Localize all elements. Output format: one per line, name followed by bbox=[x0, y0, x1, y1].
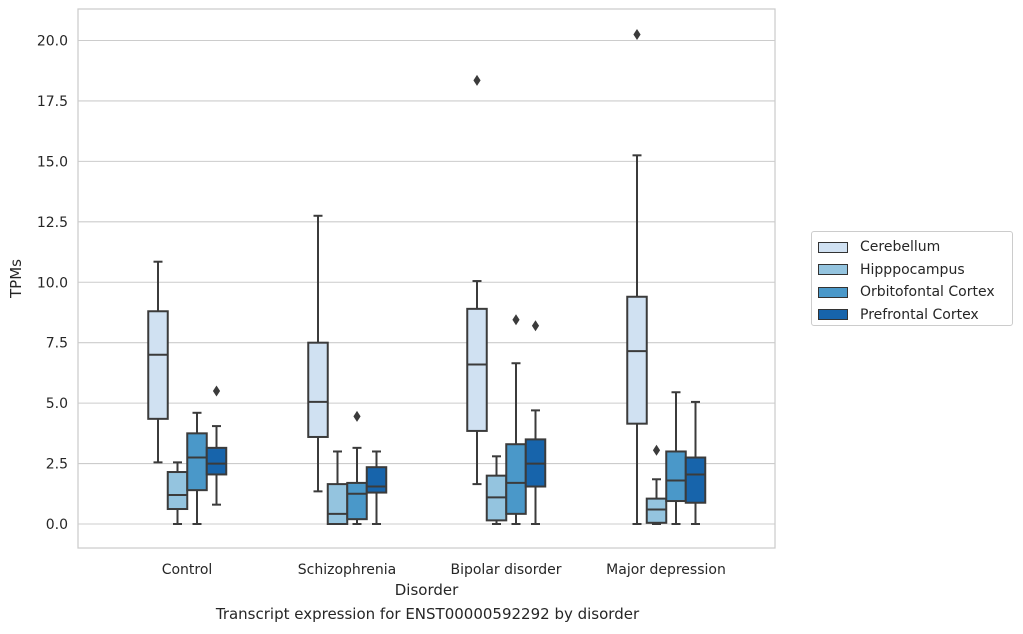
box bbox=[684, 400, 707, 525]
outlier-point bbox=[652, 444, 661, 456]
box bbox=[645, 444, 668, 525]
x-tick-label: Bipolar disorder bbox=[450, 562, 561, 578]
legend-swatch bbox=[818, 264, 848, 276]
outlier-point bbox=[353, 410, 361, 422]
x-tick-label: Major depression bbox=[606, 562, 726, 578]
box-body bbox=[365, 466, 388, 494]
box-body bbox=[505, 443, 527, 515]
box bbox=[665, 391, 687, 525]
box-body bbox=[346, 481, 368, 521]
series-prefrontal-cortex bbox=[205, 320, 707, 525]
box-body bbox=[665, 450, 687, 503]
y-tick-label: 5.0 bbox=[46, 396, 68, 412]
legend-label: Orbitofontal Cortex bbox=[860, 284, 995, 301]
y-tick-label: 2.5 bbox=[46, 457, 68, 473]
box bbox=[466, 74, 488, 486]
outlier-point bbox=[473, 74, 481, 86]
box bbox=[147, 260, 169, 464]
box-body bbox=[684, 456, 707, 504]
outlier-point bbox=[512, 314, 520, 326]
box bbox=[485, 455, 508, 525]
box bbox=[205, 385, 228, 506]
y-tick-label: 20.0 bbox=[37, 34, 68, 50]
legend-swatch bbox=[818, 286, 848, 298]
box-body bbox=[326, 483, 349, 525]
box bbox=[626, 28, 648, 525]
legend: Cerebellum Hipppocampus Orbitofontal Corte… bbox=[811, 231, 1013, 326]
y-tick-label: 0.0 bbox=[46, 517, 68, 533]
legend-item: Prefrontal Cortex bbox=[818, 304, 1012, 327]
y-tick-label: 17.5 bbox=[37, 94, 68, 110]
box-body bbox=[626, 295, 648, 425]
chart-caption: Transcript expression for ENST0000059229… bbox=[215, 605, 640, 623]
box-body bbox=[645, 497, 668, 524]
legend-item: Orbitofontal Cortex bbox=[818, 281, 1012, 304]
y-tick-label: 7.5 bbox=[46, 336, 68, 352]
box-body bbox=[466, 307, 488, 432]
box bbox=[346, 410, 368, 525]
legend-item: Cerebellum bbox=[818, 236, 1012, 259]
box bbox=[524, 320, 547, 525]
legend-label: Hipppocampus bbox=[860, 261, 965, 278]
box-body bbox=[307, 341, 329, 438]
box-body bbox=[186, 432, 208, 492]
y-tick-labels: 0.0 2.5 5.0 7.5 10.0 12.5 15.0 17.5 20.0 bbox=[37, 34, 68, 534]
box bbox=[166, 461, 189, 525]
box bbox=[186, 411, 208, 525]
y-tick-label: 10.0 bbox=[37, 275, 68, 291]
legend-swatch bbox=[818, 309, 848, 321]
y-tick-label: 12.5 bbox=[37, 215, 68, 231]
x-tick-label: Control bbox=[162, 562, 213, 578]
outlier-point bbox=[531, 320, 540, 332]
box-body bbox=[147, 310, 169, 420]
legend-label: Cerebellum bbox=[860, 239, 941, 256]
x-tick-labels: Control Schizophrenia Bipolar disorder Majo… bbox=[162, 562, 726, 578]
box-series bbox=[147, 28, 707, 525]
box-body bbox=[166, 471, 189, 511]
legend-item: Hipppocampus bbox=[818, 259, 1012, 282]
outlier-point bbox=[212, 385, 221, 397]
y-tick-label: 15.0 bbox=[37, 154, 68, 170]
legend-swatch bbox=[818, 241, 848, 253]
outlier-point bbox=[633, 28, 641, 40]
y-axis-label: TPMs bbox=[7, 259, 25, 299]
series-orbitofontal-cortex bbox=[186, 314, 687, 525]
box bbox=[365, 450, 388, 525]
x-axis-label: Disorder bbox=[395, 581, 459, 599]
box bbox=[307, 214, 329, 493]
series-cerebellum bbox=[147, 28, 648, 525]
box-body bbox=[205, 446, 228, 476]
x-tick-label: Schizophrenia bbox=[298, 562, 396, 578]
legend-label: Prefrontal Cortex bbox=[860, 306, 979, 323]
